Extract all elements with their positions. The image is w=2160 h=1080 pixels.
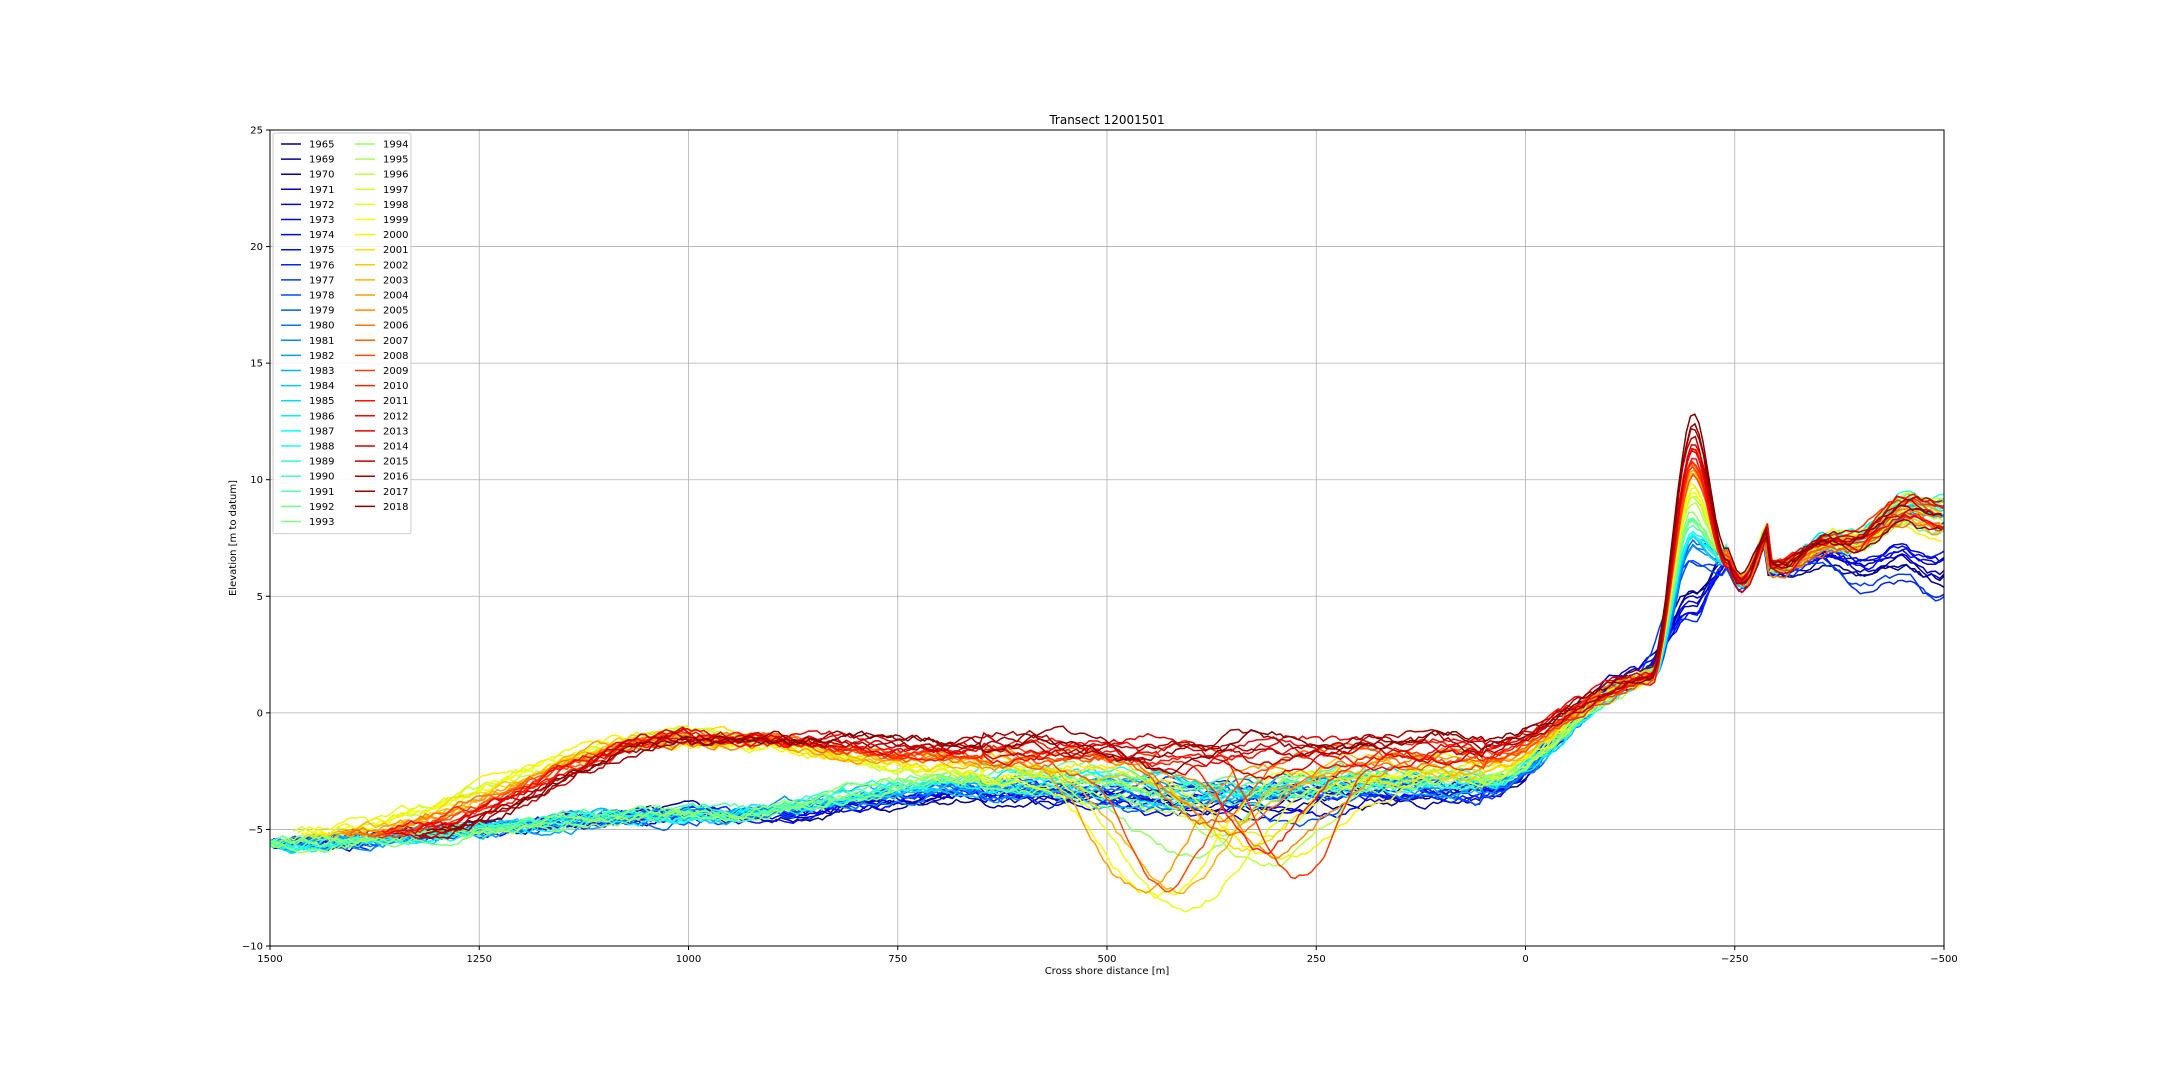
- x-tick-label: 1000: [676, 954, 701, 965]
- legend-entry: 2017: [383, 487, 408, 498]
- legend-entry: 1975: [309, 245, 334, 256]
- x-tick-label: 1500: [257, 954, 282, 965]
- series-line-2015: [414, 435, 1943, 837]
- legend-entry: 1985: [309, 396, 334, 407]
- legend-entry: 1965: [309, 140, 334, 151]
- legend-entry: 1996: [383, 170, 408, 181]
- legend-entry: 1982: [309, 351, 334, 362]
- axis-ticks: 1500 1250 1000 750 500 250 0 −250 −500 −10 −5 0 5 10 1…: [242, 126, 1958, 966]
- legend-entry: 1981: [309, 336, 334, 347]
- legend-entry: 1983: [309, 366, 334, 377]
- legend-entry: 1971: [309, 185, 334, 196]
- legend-entry: 1991: [309, 487, 334, 498]
- y-tick-label: 10: [250, 475, 263, 486]
- legend-entry: 2012: [383, 411, 408, 422]
- legend-entry: 1989: [309, 457, 334, 468]
- legend-entry: 1977: [309, 275, 334, 286]
- y-axis-label: Elevation [m to datum]: [228, 480, 239, 596]
- legend-entry: 1980: [309, 321, 334, 332]
- y-tick-label: 0: [257, 708, 263, 719]
- series-line-1996: [289, 496, 1944, 867]
- legend-entry: 2008: [383, 351, 408, 362]
- series-line-2014: [394, 444, 1943, 840]
- chart-title: Transect 12001501: [1048, 113, 1164, 127]
- legend-entry: 1974: [309, 230, 334, 241]
- x-tick-label: 500: [1097, 954, 1116, 965]
- x-tick-label: 250: [1307, 954, 1326, 965]
- legend-entry: 1979: [309, 306, 334, 317]
- legend-entry: 1984: [309, 381, 334, 392]
- legend-entry: 2007: [383, 336, 408, 347]
- legend-entry: 2013: [383, 426, 408, 437]
- legend-entry: 1992: [309, 502, 334, 513]
- legend-entry: 1993: [309, 517, 334, 528]
- series-line-2009: [374, 465, 1944, 880]
- legend-entry: 2009: [383, 366, 408, 377]
- legend-entry: 1969: [309, 155, 334, 166]
- legend-entry: 1986: [309, 411, 334, 422]
- x-tick-label: 0: [1522, 954, 1528, 965]
- legend-entry: 1999: [383, 215, 408, 226]
- legend-entry: 2000: [383, 230, 408, 241]
- legend-entry: 2010: [383, 381, 408, 392]
- legend-entry: 2005: [383, 306, 408, 317]
- legend-entry: 1990: [309, 472, 334, 483]
- legend-entry: 1994: [383, 140, 408, 151]
- legend-entry: 1987: [309, 426, 334, 437]
- series-line-2001: [308, 474, 1942, 852]
- legend-entry: 2016: [383, 472, 408, 483]
- legend-entry: 1973: [309, 215, 334, 226]
- series-lines: [269, 413, 1945, 913]
- series-line-2000: [305, 481, 1942, 860]
- y-tick-label: 20: [250, 242, 263, 253]
- legend-entry: 1970: [309, 170, 334, 181]
- y-tick-label: −10: [242, 942, 263, 953]
- legend-entry: 1997: [383, 185, 408, 196]
- x-tick-label: −250: [1721, 954, 1748, 965]
- legend: 1965 1969 1970 1971 1972 1973 1974 1975 1976 1977…: [272, 132, 412, 535]
- legend-entry: 2006: [383, 321, 408, 332]
- x-tick-label: 750: [888, 954, 907, 965]
- legend-entry: 2015: [383, 457, 408, 468]
- legend-entry: 1995: [383, 155, 408, 166]
- legend-entry: 2018: [383, 502, 408, 513]
- y-tick-label: 15: [250, 359, 263, 370]
- y-tick-label: −5: [248, 825, 263, 836]
- legend-box: [272, 132, 412, 535]
- series-line-2013: [389, 449, 1944, 835]
- legend-entry: 1976: [309, 260, 334, 271]
- series-line-2017: [422, 422, 1943, 838]
- y-tick-label: 25: [250, 126, 263, 137]
- legend-entry: 2001: [383, 245, 408, 256]
- series-line-1998: [297, 486, 1943, 913]
- x-axis-label: Cross shore distance [m]: [1045, 966, 1170, 977]
- legend-entry: 2002: [383, 260, 408, 271]
- legend-entry: 1988: [309, 442, 334, 453]
- x-tick-label: 1250: [467, 954, 492, 965]
- legend-entry: 2011: [383, 396, 408, 407]
- legend-entry: 1972: [309, 200, 334, 211]
- legend-entry: 1978: [309, 291, 334, 302]
- series-line-2018: [426, 413, 1942, 832]
- x-tick-label: −500: [1930, 954, 1957, 965]
- legend-entry: 2003: [383, 275, 408, 286]
- y-tick-label: 5: [257, 592, 263, 603]
- legend-entry: 1998: [383, 200, 408, 211]
- legend-entry: 2004: [383, 291, 408, 302]
- legend-entry: 2014: [383, 442, 408, 453]
